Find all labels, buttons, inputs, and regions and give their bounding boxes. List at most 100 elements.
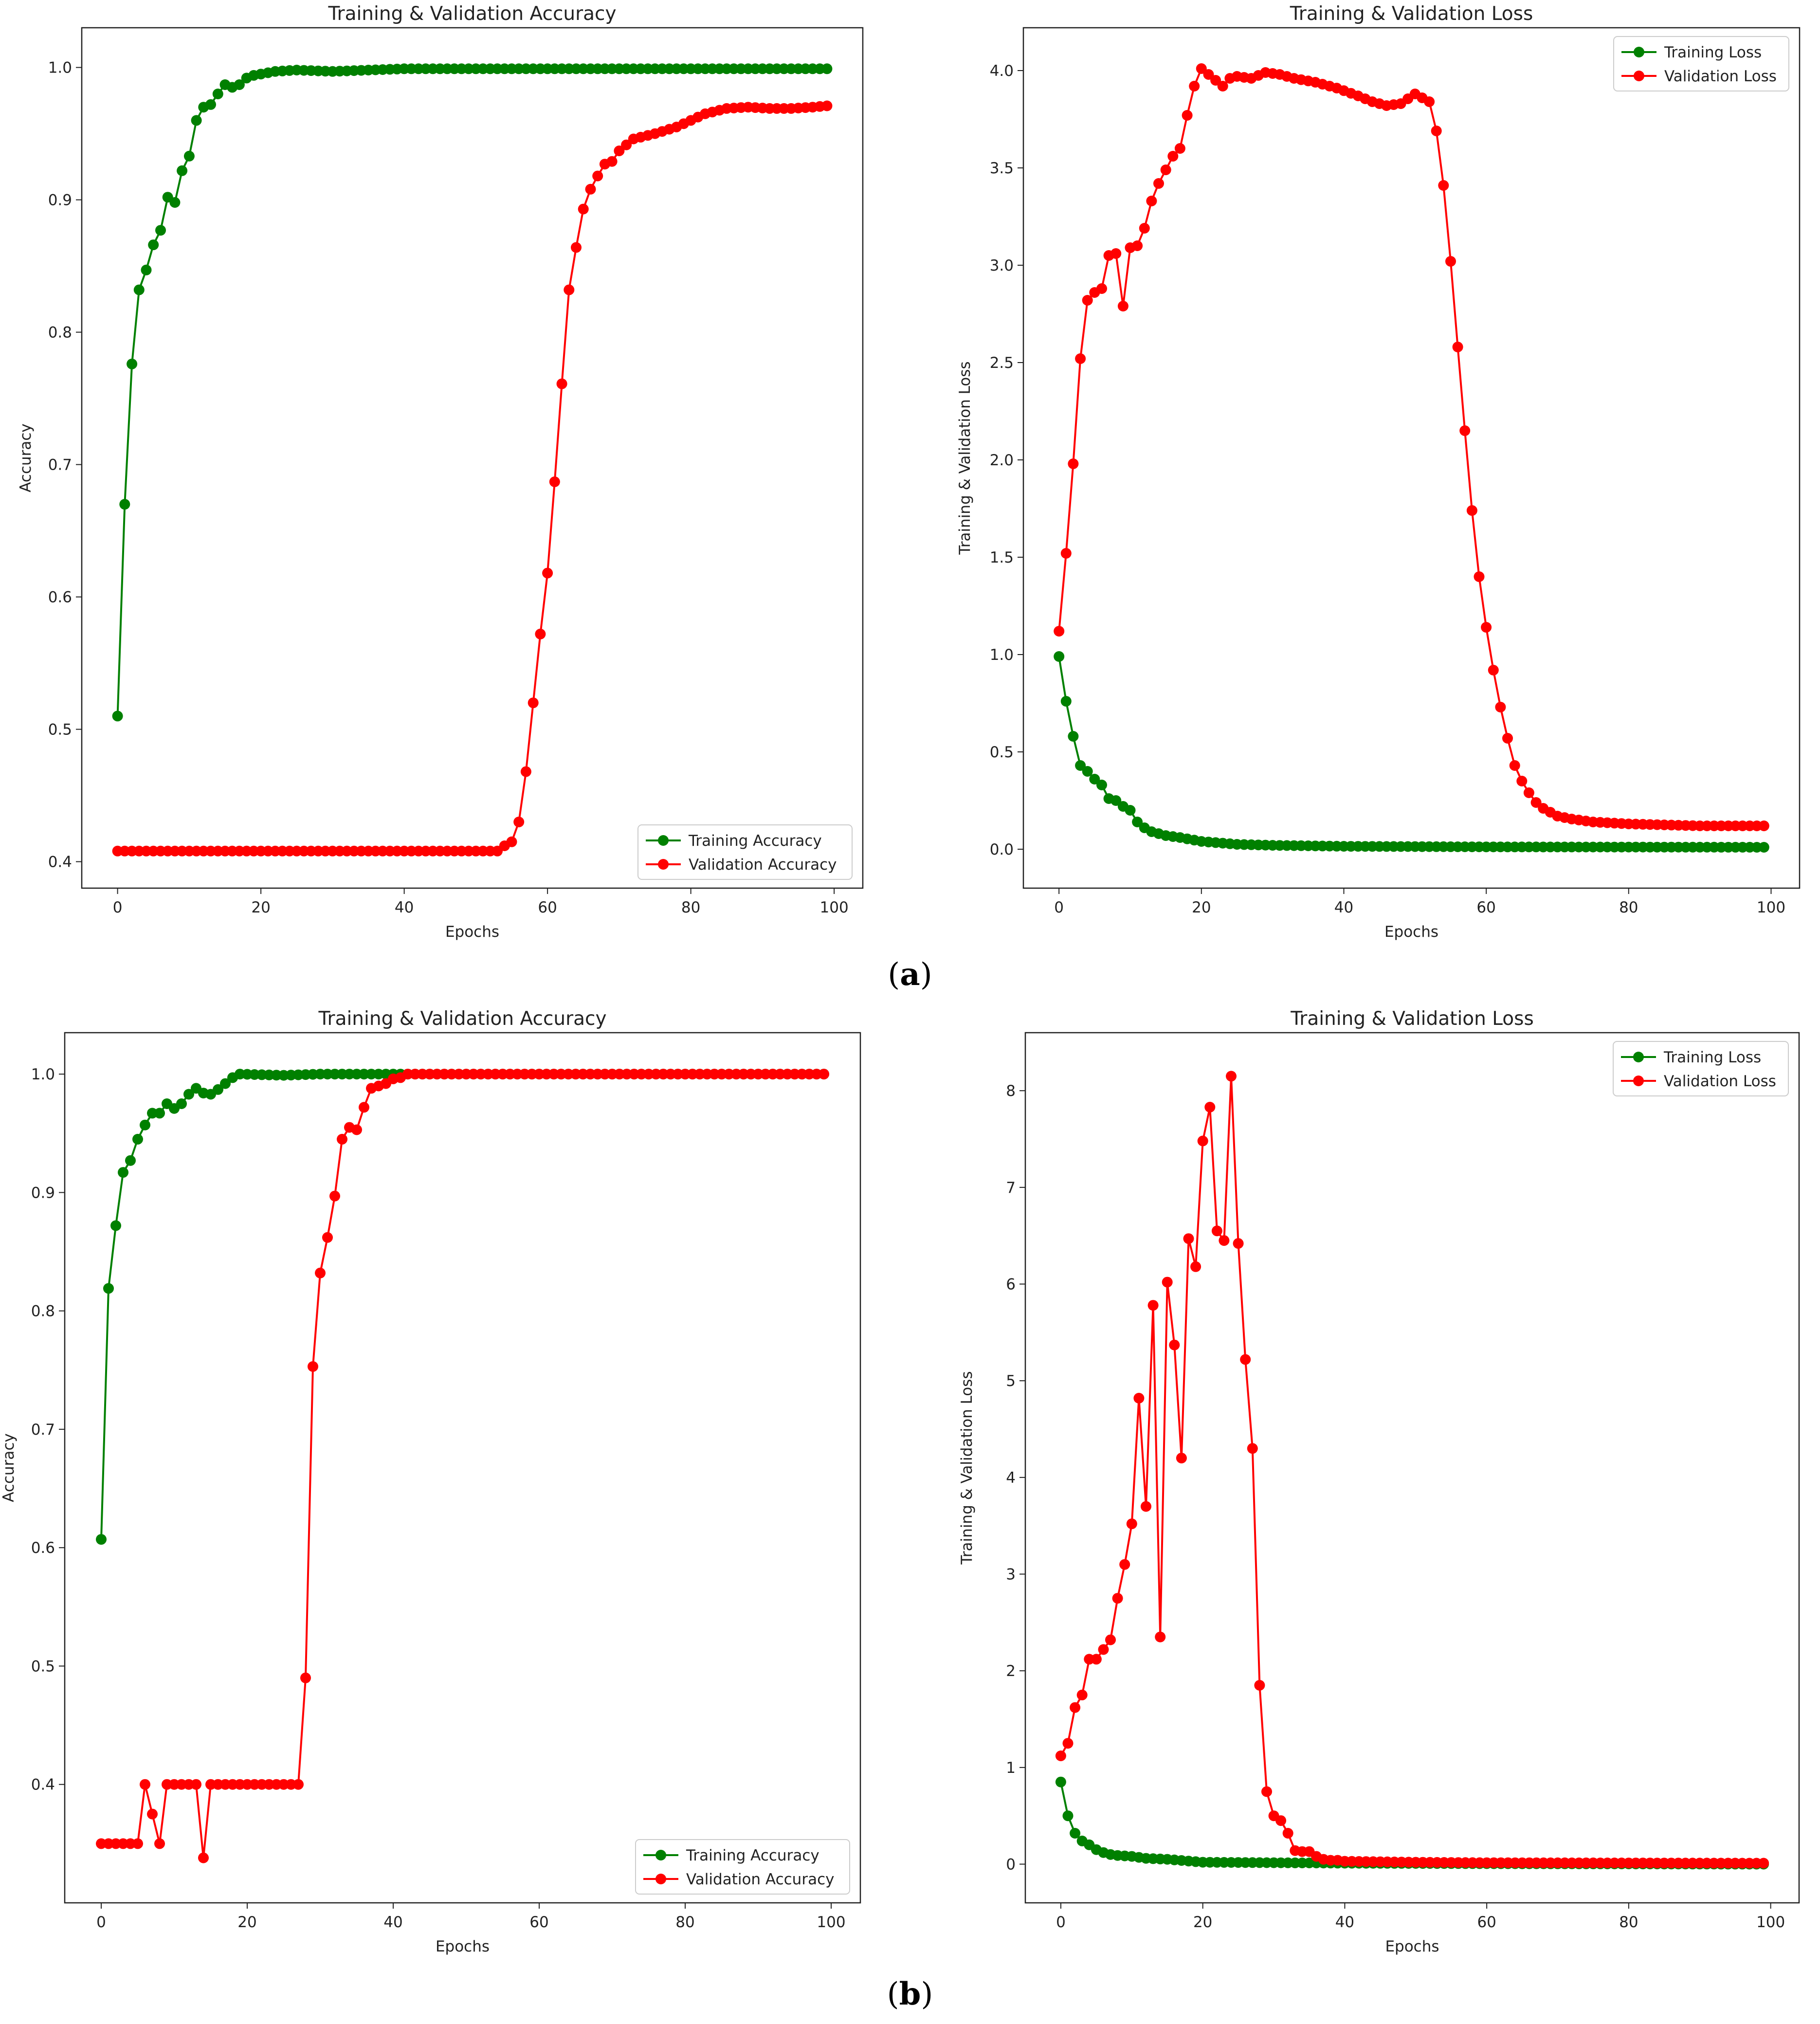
data-point [1758, 842, 1769, 853]
data-point [1119, 1559, 1130, 1570]
data-point [1055, 1750, 1066, 1761]
series-line [101, 1073, 824, 1859]
legend-box [1613, 36, 1789, 91]
y-axis-label: Training & Validation Loss [958, 1371, 976, 1565]
legend-label: Training Accuracy [688, 832, 822, 850]
data-point [1758, 821, 1769, 831]
data-point [1105, 1634, 1116, 1645]
data-point [1190, 1261, 1201, 1272]
legend-marker [658, 859, 669, 870]
x-tick-label: 100 [1757, 899, 1785, 916]
data-point [1075, 353, 1086, 364]
data-point [1474, 571, 1485, 582]
data-point [110, 1220, 121, 1231]
data-point [571, 242, 582, 253]
series-line [1058, 656, 1764, 848]
data-point [821, 63, 833, 74]
data-point [147, 1808, 158, 1820]
y-tick-label: 1.0 [990, 646, 1014, 664]
data-point [154, 1108, 165, 1119]
y-tick-label: 0.6 [48, 589, 72, 606]
data-point [1174, 143, 1185, 154]
data-point [1758, 1858, 1769, 1869]
data-point [821, 100, 833, 111]
y-tick-label: 1.0 [48, 59, 72, 77]
data-point [506, 836, 517, 847]
series-training-loss [1054, 651, 1769, 853]
y-tick-label: 1 [1006, 1759, 1016, 1777]
data-point [118, 1167, 128, 1178]
data-point [1488, 665, 1499, 675]
series-line [1060, 1075, 1764, 1864]
y-tick-label: 5 [1006, 1372, 1016, 1390]
data-point [1139, 223, 1150, 234]
data-point [1055, 1776, 1066, 1787]
data-point [148, 239, 159, 251]
x-tick-label: 0 [113, 899, 123, 916]
x-tick-label: 60 [538, 899, 557, 916]
y-tick-label: 1.0 [31, 1066, 55, 1083]
y-tick-label: 3 [1006, 1566, 1016, 1584]
data-point [132, 1133, 143, 1145]
data-point [564, 284, 575, 295]
y-tick-label: 2.5 [990, 354, 1014, 372]
chart-a-loss: Training & Validation Loss 0 20 40 60 80 100 0.… [956, 3, 1801, 941]
data-point [1424, 96, 1435, 107]
data-point [1162, 1276, 1173, 1288]
data-point [1070, 1702, 1081, 1713]
y-tick-label: 6 [1006, 1276, 1016, 1294]
data-point [1261, 1786, 1272, 1797]
data-point [1530, 797, 1542, 808]
data-point [1189, 81, 1200, 91]
data-point [1275, 1815, 1287, 1826]
x-axis-label: Epochs [1384, 923, 1438, 941]
data-point [1153, 178, 1164, 189]
data-point [1054, 651, 1065, 662]
data-point [549, 476, 560, 487]
data-point [1182, 110, 1193, 121]
plot-frame [1024, 1032, 1800, 1904]
data-point [1112, 1593, 1123, 1604]
data-point [1204, 1102, 1216, 1112]
series-line [1059, 1782, 1764, 1865]
legend-label: Validation Accuracy [689, 856, 837, 874]
legend-box [637, 824, 853, 880]
data-point [1438, 180, 1449, 191]
data-point [293, 1779, 304, 1790]
data-point [1210, 75, 1221, 86]
data-point [1068, 731, 1079, 742]
y-tick-label: 0.5 [990, 744, 1014, 761]
data-point [119, 499, 130, 510]
series-training-accuracy [96, 1069, 829, 1545]
data-point [1240, 1354, 1251, 1365]
y-tick-label: 0 [1006, 1856, 1016, 1874]
legend-marker [1634, 47, 1644, 57]
y-tick-label: 0.6 [31, 1539, 55, 1557]
data-point [1167, 151, 1179, 162]
plot-frame [1022, 27, 1801, 889]
x-tick-label: 80 [675, 1914, 694, 1931]
data-point [542, 567, 553, 579]
data-point [1060, 548, 1072, 559]
data-point [1096, 283, 1107, 294]
data-point [1160, 164, 1171, 175]
data-point [1070, 1828, 1081, 1839]
x-tick-label: 0 [96, 1914, 106, 1931]
data-point [1197, 1135, 1208, 1147]
y-tick-label: 1.5 [990, 549, 1014, 566]
data-point [112, 711, 123, 722]
data-point [220, 1078, 231, 1089]
y-tick-label: 0.8 [31, 1303, 55, 1320]
legend-marker [1634, 71, 1644, 81]
legend-label: Validation Loss [1664, 1073, 1776, 1090]
data-point [234, 79, 245, 90]
chart-a-accuracy: Training & Validation Accuracy 0 20 40 60 80 1… [17, 3, 864, 941]
legend: Training Loss Validation Loss [1613, 36, 1789, 91]
data-point [183, 150, 195, 162]
data-point [1459, 425, 1471, 436]
panel-b-letter: b [899, 1976, 921, 2012]
data-point [213, 1084, 223, 1095]
x-tick-label: 60 [529, 1914, 548, 1931]
data-point [1169, 1339, 1180, 1350]
series-validation-loss [1055, 1071, 1769, 1869]
